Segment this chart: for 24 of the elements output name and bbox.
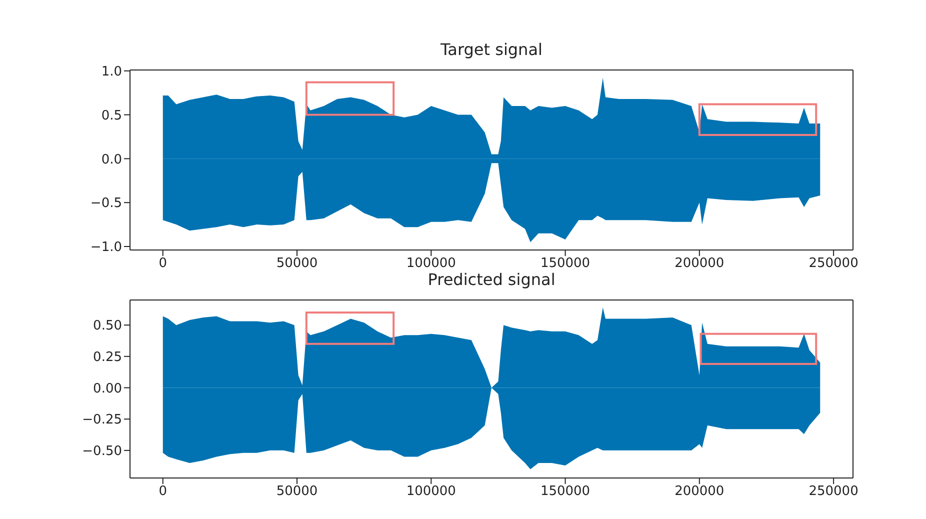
chart-title: Target signal xyxy=(440,40,544,59)
y-tick-label: 0.50 xyxy=(93,318,122,334)
x-tick-label: 0 xyxy=(158,484,168,500)
x-tick-label: 250000 xyxy=(808,484,858,500)
y-tick-label: −0.5 xyxy=(90,196,122,212)
x-tick-label: 50000 xyxy=(276,484,318,500)
y-tick-label: −1.0 xyxy=(90,240,122,256)
y-tick-label: 0.5 xyxy=(101,108,122,124)
y-tick-label: 1.0 xyxy=(101,64,122,80)
x-tick-label: 250000 xyxy=(808,256,858,272)
x-tick-label: 200000 xyxy=(674,256,724,272)
x-tick-label: 50000 xyxy=(276,256,318,272)
chart-title: Predicted signal xyxy=(426,270,556,289)
x-tick-label: 150000 xyxy=(540,256,590,272)
y-tick-label: −0.50 xyxy=(82,444,122,460)
y-tick-label: 0.25 xyxy=(93,350,122,366)
x-tick-label: 150000 xyxy=(540,484,590,500)
x-tick-label: 200000 xyxy=(674,484,724,500)
y-tick-label: 0.00 xyxy=(93,381,122,396)
y-tick-label: −0.25 xyxy=(82,412,122,428)
y-tick-label: 0.0 xyxy=(101,152,122,168)
x-tick-label: 100000 xyxy=(406,484,456,500)
x-tick-label: 0 xyxy=(158,256,168,272)
x-tick-label: 100000 xyxy=(406,256,456,272)
